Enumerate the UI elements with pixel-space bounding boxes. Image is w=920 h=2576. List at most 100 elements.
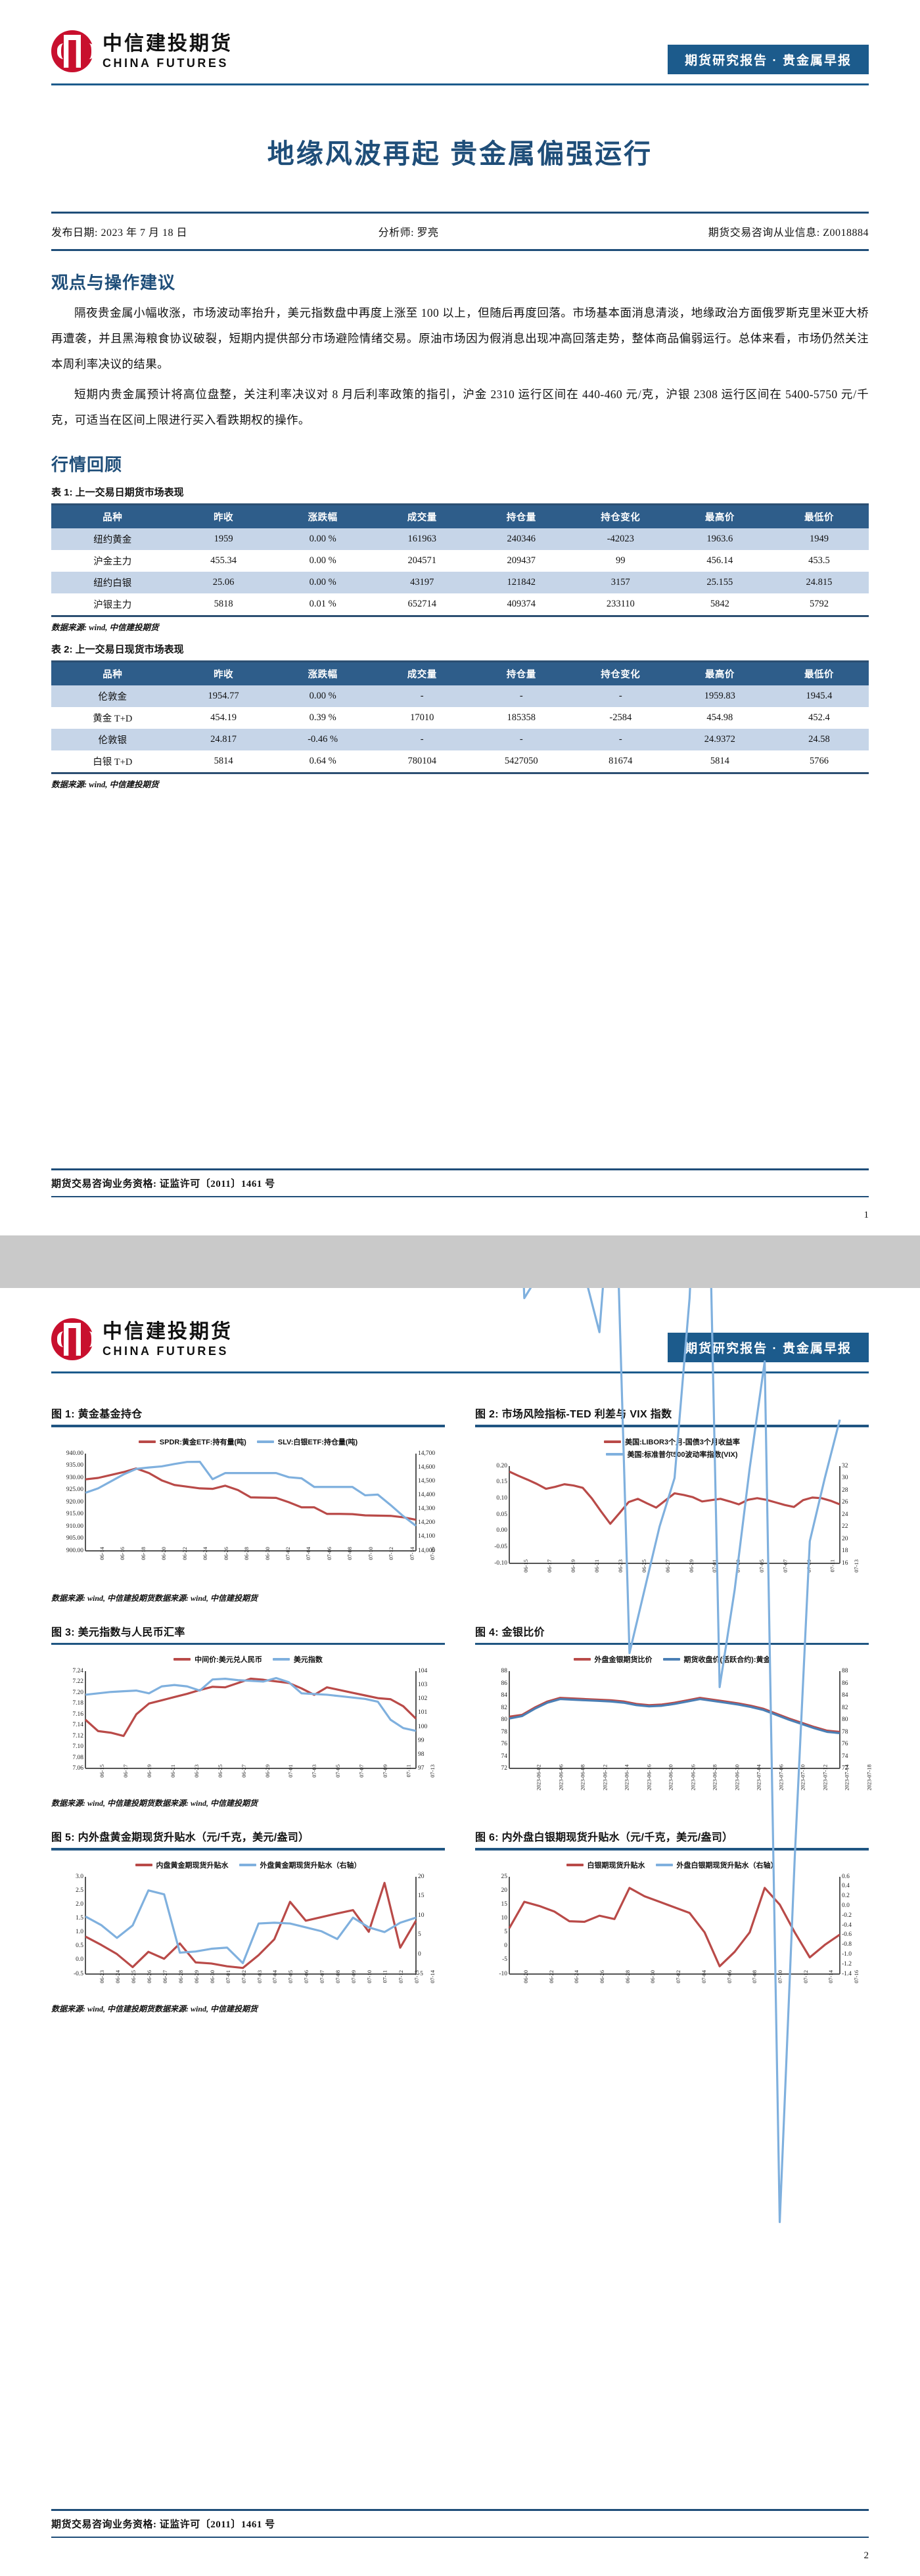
fig1-ytick-left-3: 925.00	[66, 1486, 83, 1493]
table2-caption: 表 2: 上一交易日现货市场表现	[51, 644, 184, 656]
fig5-xtick-21: 07-14	[428, 1969, 436, 1983]
fig3-legend-swatch-1	[272, 1658, 290, 1661]
futures-col-6: 最高价	[670, 504, 770, 529]
fig1-ytick-right-4: 14,300	[418, 1506, 436, 1513]
fig6-xtick-13: 07-16	[852, 1969, 860, 1983]
fig4-xtick-6: 2023-06-20	[667, 1764, 674, 1791]
fig3-ytick-right-0: 104	[418, 1668, 428, 1674]
fig1-ytick-right-6: 14,100	[418, 1533, 436, 1540]
fig6-legend-item-0: 白银期现货升贴水	[566, 1860, 645, 1870]
chart-source-12: 数据来源: wind, 中信建投期货数据来源: wind, 中信建投期货	[51, 1593, 258, 1603]
table1-caption: 表 1: 上一交易日期货市场表现	[51, 487, 184, 499]
fig4-canvas: 88 86 84 82 80 78 76 74 72 88 86 84 82 80 78 76 74 72 2023…	[501, 1668, 873, 1791]
futures-cell-1-3: 204571	[372, 550, 472, 572]
fig5-xtick-19: 07-12	[397, 1969, 404, 1983]
fig5-xtick-16: 07-09	[350, 1969, 357, 1983]
fig5-ytick-left-1: 2.5	[76, 1887, 83, 1894]
chart-row-3: 图 5: 内外盘黄金期现货升贴水（元/千克，美元/盎司） 内盘黄金期现货升贴水 …	[51, 1828, 869, 1996]
fig4-ytick-left-8: 72	[501, 1765, 508, 1772]
fig3-xtick-12: 07-09	[381, 1764, 388, 1778]
fig5-ytick-left-4: 1.0	[76, 1929, 83, 1936]
fig4-ytick-right-0: 88	[842, 1668, 848, 1674]
fig2-ytick-left-2: 0.10	[496, 1494, 507, 1502]
spot-col-0: 品种	[51, 661, 174, 686]
fig1-ytick-right-7: 14,000	[418, 1547, 436, 1554]
fig1-xtick-5: 06-24	[202, 1546, 209, 1560]
fig4-ytick-left-4: 80	[501, 1716, 508, 1723]
meta-bottom-divider	[51, 249, 869, 251]
futures-cell-0-2: 0.00 %	[273, 528, 373, 551]
fig6-ytick-left-0: 25	[501, 1873, 508, 1880]
table-row: 纽约黄金 1959 0.00 % 161963 240346 -42023 1963.6 19…	[51, 528, 869, 551]
footer2-top-divider	[51, 2509, 869, 2511]
fig4-xtick-8: 2023-06-28	[711, 1764, 718, 1791]
fig4-ytick-left-0: 88	[501, 1668, 508, 1674]
fig6-ytick-right-2: 0.2	[842, 1893, 850, 1900]
fig6-ytick-right-10: -1.4	[842, 1970, 852, 1977]
meta-top-divider	[51, 212, 869, 214]
spot-cell-3-7: 5766	[769, 750, 869, 773]
page-gap	[0, 1235, 920, 1288]
fig3-xtick-14: 07-13	[428, 1764, 436, 1778]
fig3-xtick-10: 07-05	[334, 1764, 342, 1778]
fig3-ytick-left-3: 7.18	[72, 1700, 83, 1707]
fig2-ytick-right-3: 26	[842, 1499, 848, 1506]
chart-cell-fig4: 图 4: 金银比价 外盘金银期货比价 期货收盘价(活跃合约):黄金 88 86 84…	[475, 1623, 873, 1791]
spot-col-5: 持仓变化	[570, 661, 670, 686]
fig4-xtick-10: 2023-07-04	[756, 1764, 762, 1791]
spot-cell-3-6: 5814	[670, 750, 770, 773]
fig6-legend-label-0: 白银期现货升贴水	[587, 1861, 645, 1870]
fig6-ytick-right-3: 0.0	[842, 1902, 850, 1909]
fig2-ytick-left-4: 0.00	[496, 1527, 507, 1534]
fig6-ytick-left-3: 10	[501, 1914, 508, 1921]
footer2-bottom-divider	[51, 2536, 869, 2538]
futures-cell-2-3: 43197	[372, 572, 472, 594]
fig4-ytick-right-1: 86	[842, 1680, 848, 1687]
table-row: 沪银主力 5818 0.01 % 652714 409374 233110 5842 5792	[51, 593, 869, 616]
futures-cell-1-0: 沪金主力	[51, 550, 174, 572]
futures-cell-2-0: 纽约白银	[51, 572, 174, 594]
fig2-legend-label-0: 美国:LIBOR3个月-国债3个月收益率	[625, 1438, 740, 1446]
futures-cell-2-1: 25.06	[173, 572, 273, 594]
fig6-legend-item-1: 外盘白银期现货升贴水（右轴）	[655, 1860, 778, 1870]
fig1-xtick-4: 06-22	[181, 1546, 188, 1560]
fig6-canvas: 25 20 15 10 5 0 -5 -10 0.6 0.4 0.2 0.0 -0.2 -0.4 -0.6-…	[499, 1877, 860, 1974]
fig3-xtick-3: 06-21	[169, 1764, 176, 1778]
fig3-series-1	[85, 1678, 416, 1731]
fig2-xtick-4: 06-23	[616, 1559, 624, 1573]
fig4-series-1	[509, 1699, 840, 1734]
fig3-legend: 中间价:美元兑人民币 美元指数	[51, 1654, 445, 1665]
fig5-xtick-7: 06-30	[208, 1969, 216, 1983]
fig1-legend-label-0: SPDR:黄金ETF:持有量(吨)	[159, 1438, 246, 1446]
futures-market-table: 品种 昨收 涨跌幅 成交量 持仓量 持仓变化 最高价 最低价 纽约黄金 1959 0.00 % 16…	[51, 503, 869, 618]
fig6-xtick-11: 07-12	[802, 1969, 809, 1983]
fig3-ytick-right-4: 100	[418, 1723, 428, 1730]
table2-header-row: 品种 昨收 涨跌幅 成交量 持仓量 持仓变化 最高价 最低价	[51, 661, 869, 686]
page-1: 中信建投期货 CHINA FUTURES 期货研究报告 · 贵金属早报 地缘风波…	[0, 0, 920, 1235]
page-number-2: 2	[863, 2550, 869, 2561]
spot-col-2: 涨跌幅	[273, 661, 373, 686]
fig6-xtick-0: 06-20	[522, 1969, 529, 1983]
futures-cell-3-1: 5818	[173, 593, 273, 616]
fig2-ytick-right-4: 24	[842, 1511, 848, 1518]
fig3-ytick-left-0: 7.24	[72, 1668, 83, 1674]
table1-header-row: 品种 昨收 涨跌幅 成交量 持仓量 持仓变化 最高价 最低价	[51, 504, 869, 529]
fig2-legend-item-1: 美国:标准普尔500波动率指数(VIX)	[606, 1449, 738, 1460]
futures-cell-0-0: 纽约黄金	[51, 528, 174, 551]
fig3-ytick-right-6: 98	[418, 1751, 425, 1758]
fig5-ytick-left-0: 3.0	[76, 1873, 83, 1880]
chart-cell-fig1: 图 1: 黄金基金持仓 SPDR:黄金ETF:持有量(吨) SLV:白银ETF:…	[51, 1405, 445, 1586]
license-number: 期货交易咨询从业信息: Z0018884	[708, 227, 869, 239]
fig2-xtick-2: 06-19	[569, 1559, 576, 1573]
section-heading-opinion: 观点与操作建议	[51, 272, 176, 292]
fig2-ytick-right-8: 16	[842, 1559, 848, 1567]
fig5-xtick-10: 07-03	[256, 1969, 263, 1983]
section-heading-review: 行情回顾	[51, 455, 123, 475]
fig2-xtick-0: 06-15	[522, 1559, 529, 1573]
fig4-xtick-0: 2023-06-02	[535, 1764, 542, 1791]
futures-cell-1-2: 0.00 %	[273, 550, 373, 572]
fig4-xtick-2: 2023-06-08	[579, 1764, 586, 1791]
futures-cell-2-4: 121842	[471, 572, 571, 594]
fig3-xtick-0: 06-15	[98, 1764, 105, 1778]
fig2-xtick-1: 06-17	[545, 1559, 553, 1573]
